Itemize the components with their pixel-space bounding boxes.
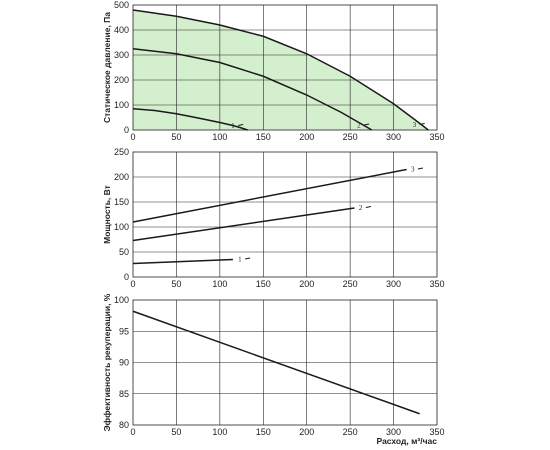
operating-area xyxy=(133,10,429,130)
x-tick-label: 300 xyxy=(386,279,401,289)
x-tick-label: 350 xyxy=(429,279,444,289)
curve-label-tick xyxy=(365,206,371,208)
x-tick-label: 250 xyxy=(343,279,358,289)
series-line-2 xyxy=(132,207,355,242)
y-tick-label: 50 xyxy=(119,247,129,257)
y-tick-label: 0 xyxy=(124,272,129,282)
y-tick-label: 150 xyxy=(114,197,129,207)
x-axis-label: Расход, м³/час xyxy=(377,436,438,446)
series-line-1 xyxy=(132,258,233,265)
y-tick-label: 400 xyxy=(114,25,129,35)
x-tick-label: 50 xyxy=(171,132,181,142)
series-line-1 xyxy=(132,108,248,131)
x-tick-label: 200 xyxy=(299,132,314,142)
x-tick-label: 0 xyxy=(130,279,135,289)
x-tick-label: 250 xyxy=(343,427,358,437)
x-tick-label: 250 xyxy=(343,132,358,142)
x-tick-label: 50 xyxy=(171,427,181,437)
curve-label: 3 xyxy=(411,166,415,174)
curve-label-tick xyxy=(244,257,251,260)
y-tick-label: 100 xyxy=(114,295,129,305)
y-tick-label: 90 xyxy=(119,358,129,368)
y-tick-label: 0 xyxy=(124,125,129,135)
curve-label: 2 xyxy=(357,122,361,130)
series-line-3 xyxy=(132,9,429,131)
efficiency-chart: 0 50 100 150 200 250 300 35080859095100Эффектив… xyxy=(102,293,445,446)
x-tick-label: 300 xyxy=(386,132,401,142)
y-tick-label: 80 xyxy=(119,420,129,430)
series-line-2 xyxy=(132,48,373,131)
power-chart: 0 50 100 150 200 250 300 350 0 50 100 150 200 250 Мощн… xyxy=(102,147,445,289)
y-axis-label: Эффективность рекуперации, % xyxy=(102,293,112,431)
curve-label-tick xyxy=(419,123,425,125)
series-line-efficiency xyxy=(132,310,420,415)
x-tick-label: 150 xyxy=(256,279,271,289)
plot-frame xyxy=(132,151,438,278)
y-tick-label: 250 xyxy=(114,147,129,157)
plot-frame xyxy=(132,4,438,131)
y-tick-label: 100 xyxy=(114,100,129,110)
pressure-chart: 0 50 100 150 200 250 300 350 0 100 200 300 400 500Ста… xyxy=(102,0,445,142)
y-tick-label: 95 xyxy=(119,326,129,336)
x-tick-label: 350 xyxy=(429,132,444,142)
curve-label: 1 xyxy=(231,122,235,130)
x-tick-label: 0 xyxy=(130,132,135,142)
series-line-3 xyxy=(132,168,407,223)
x-tick-label: 150 xyxy=(256,132,271,142)
curve-label: 3 xyxy=(413,121,417,129)
y-tick-label: 300 xyxy=(114,50,129,60)
curve-label: 1 xyxy=(238,256,242,264)
x-tick-label: 100 xyxy=(212,427,227,437)
curve-label-tick xyxy=(363,123,370,126)
x-tick-label: 100 xyxy=(212,132,227,142)
x-tick-label: 300 xyxy=(386,427,401,437)
x-tick-label: 0 xyxy=(130,427,135,437)
y-axis-label: Мощность, Вт xyxy=(102,185,112,244)
y-tick-label: 200 xyxy=(114,75,129,85)
x-tick-label: 350 xyxy=(429,427,444,437)
y-tick-label: 100 xyxy=(114,222,129,232)
plot-frame xyxy=(132,299,438,426)
x-tick-label: 200 xyxy=(299,279,314,289)
y-tick-label: 500 xyxy=(114,0,129,10)
x-tick-label: 100 xyxy=(212,279,227,289)
y-tick-label: 200 xyxy=(114,172,129,182)
curve-label: 2 xyxy=(359,204,363,212)
curve-label-tick xyxy=(417,167,424,170)
x-tick-label: 50 xyxy=(171,279,181,289)
x-tick-label: 150 xyxy=(256,427,271,437)
curve-label-tick xyxy=(238,124,244,126)
x-tick-label: 200 xyxy=(299,427,314,437)
y-axis-label: Статическое давление, Па xyxy=(102,12,112,123)
y-tick-label: 85 xyxy=(119,389,129,399)
